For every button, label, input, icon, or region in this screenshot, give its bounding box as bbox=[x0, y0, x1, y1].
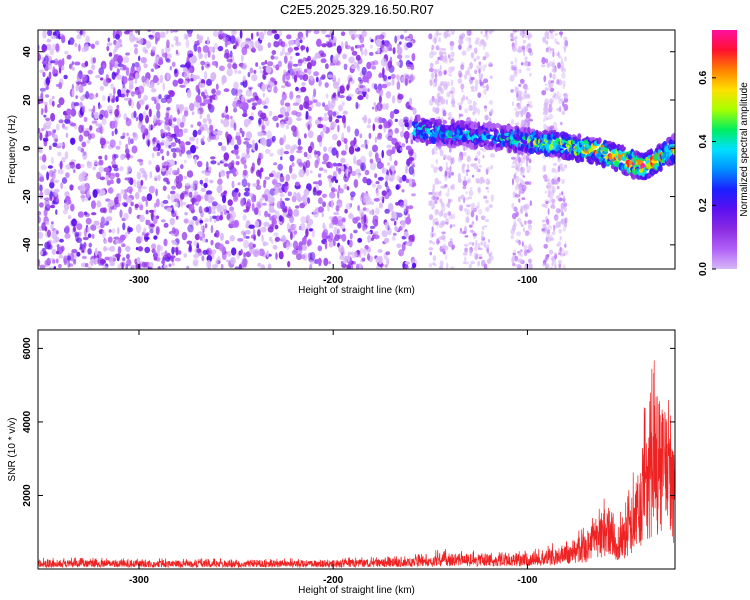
snr-xtick-label: -100 bbox=[517, 575, 537, 586]
snr-xtick-label: -300 bbox=[129, 575, 149, 586]
heatmap-xtick-label: -100 bbox=[517, 275, 537, 286]
heatmap-ytick-label: -40 bbox=[22, 237, 33, 252]
snr-ylabel: SNR (10 * v/v) bbox=[7, 418, 18, 482]
heatmap-xlabel: Height of straight line (km) bbox=[298, 285, 415, 296]
heatmap-ytick-label: -20 bbox=[22, 189, 33, 204]
snr-xtick-label: -200 bbox=[323, 575, 343, 586]
colorbar-tick-label: 0.4 bbox=[698, 134, 709, 148]
snr-line bbox=[38, 360, 675, 569]
heatmap-ytick-label: 40 bbox=[22, 46, 33, 58]
snr-ytick-label: 2000 bbox=[22, 484, 33, 507]
snr-ytick-label: 6000 bbox=[22, 337, 33, 360]
snr-frame bbox=[37, 329, 676, 570]
colorbar bbox=[712, 30, 737, 269]
colorbar-tick-label: 0.2 bbox=[698, 198, 709, 212]
heatmap-xtick-label: -300 bbox=[129, 275, 149, 286]
colorbar-tick-label: 0.0 bbox=[698, 262, 709, 276]
heatmap-cells bbox=[38, 30, 675, 269]
heatmap-xtick-label: -200 bbox=[323, 275, 343, 286]
colorbar-label: Normalized spectral amplitude bbox=[739, 82, 750, 217]
heatmap-ytick-label: 20 bbox=[22, 94, 33, 106]
snr-xlabel: Height of straight line (km) bbox=[298, 585, 415, 596]
heatmap-ylabel: Frequency (Hz) bbox=[7, 115, 18, 184]
chart-title: C2E5.2025.329.16.50.R07 bbox=[280, 2, 434, 17]
snr-ytick-label: 4000 bbox=[22, 410, 33, 433]
heatmap-frame bbox=[37, 29, 676, 270]
colorbar-tick-label: 0.6 bbox=[698, 70, 709, 84]
heatmap-ytick-label: 0 bbox=[22, 145, 33, 151]
